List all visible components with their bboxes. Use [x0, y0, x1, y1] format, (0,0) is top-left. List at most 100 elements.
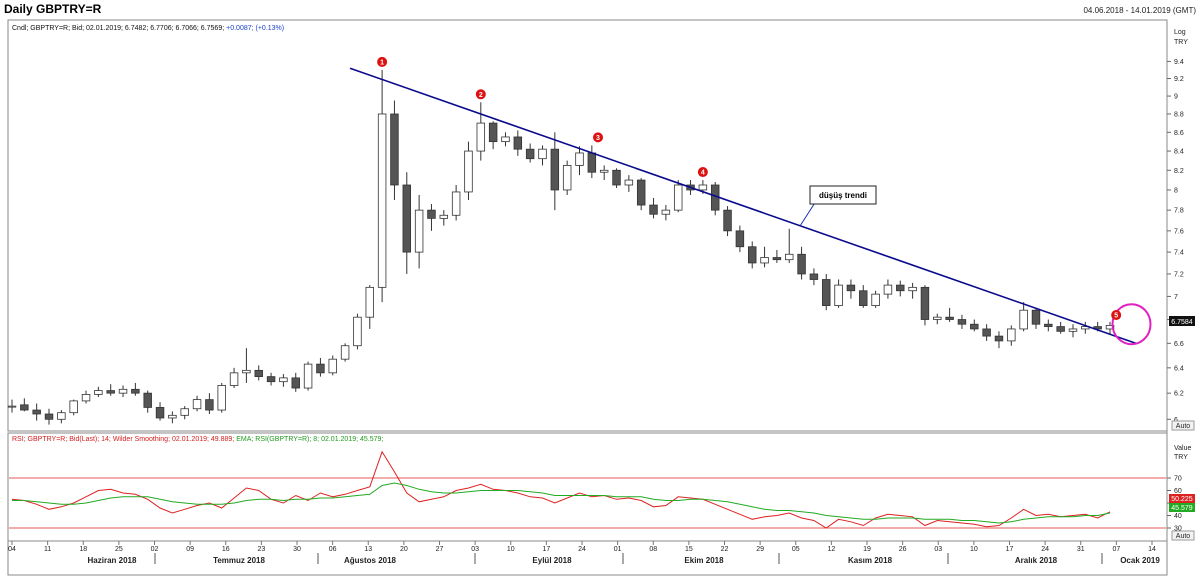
candle-body	[1105, 325, 1115, 330]
candle	[772, 249, 782, 263]
candle-body	[377, 113, 387, 288]
candle	[57, 410, 66, 424]
marker-dot	[697, 167, 708, 178]
candle	[476, 102, 486, 161]
date-tick-label: 17	[542, 546, 550, 553]
candle-body	[488, 122, 498, 143]
candle	[933, 313, 942, 325]
date-axis-frame	[7, 540, 1168, 576]
candle-body	[180, 408, 189, 416]
candle-body	[501, 136, 510, 143]
candle	[464, 141, 473, 200]
date-range: 04.06.2018 - 14.01.2019 (GMT)	[1083, 6, 1196, 15]
rsi-auto-button[interactable]: Auto	[1176, 533, 1191, 540]
candle	[501, 132, 510, 147]
candle-body	[945, 316, 954, 320]
date-tick-label: 24	[578, 546, 586, 553]
candle	[377, 69, 387, 303]
marker-dot	[475, 89, 486, 100]
candle-body	[994, 335, 1004, 342]
price-tick-label: 6	[1174, 417, 1178, 424]
candle	[44, 408, 54, 425]
marker-label: 4	[701, 170, 705, 177]
candle-body	[760, 257, 769, 264]
date-tick-label: 22	[721, 546, 729, 553]
candlestick-series	[7, 69, 1115, 425]
date-tick-label: 13	[364, 546, 372, 553]
candle	[155, 402, 165, 421]
rsi-last-box	[1169, 494, 1195, 503]
trend-touch-marker: 2	[475, 89, 486, 100]
candle	[81, 390, 91, 404]
date-tick-label: 07	[1112, 546, 1120, 553]
candle	[1031, 307, 1041, 329]
candle-body	[1081, 326, 1090, 330]
month-label: Ekim 2018	[684, 556, 724, 565]
candle	[636, 178, 646, 211]
candle-body	[303, 363, 313, 389]
candle-body	[205, 399, 214, 411]
candle-body	[340, 345, 350, 360]
candle	[982, 324, 991, 341]
marker-label: 1	[380, 59, 384, 66]
trend-touch-marker: 3	[593, 132, 604, 143]
candle-body	[599, 169, 609, 173]
date-tick-label: 29	[756, 546, 764, 553]
price-legend: Cndl; GBPTRY=R; Bid; 02.01.2019; 6.7482;…	[12, 25, 284, 32]
candle	[143, 390, 152, 413]
candle-body	[94, 390, 103, 395]
date-tick-label: 23	[257, 546, 265, 553]
candle	[896, 280, 905, 297]
marker-dot	[1111, 310, 1122, 321]
marker-label: 3	[596, 135, 600, 142]
price-tick-label: 8.2	[1174, 168, 1184, 175]
candle	[279, 374, 288, 387]
candle-body	[896, 284, 905, 292]
candle	[846, 279, 856, 299]
rsi-level-lines	[9, 477, 1166, 529]
date-tick-label: 11	[44, 546, 51, 553]
candle	[513, 130, 523, 156]
candle	[316, 357, 325, 377]
price-tick-label: 7	[1174, 294, 1178, 301]
price-tick-label: 6.4	[1174, 365, 1184, 372]
price-auto-button[interactable]: Auto	[1176, 423, 1191, 430]
date-tick-label: 06	[329, 546, 337, 553]
trend-touch-marker: 5	[1111, 310, 1122, 321]
date-tick-label: 05	[792, 546, 800, 553]
candle	[180, 406, 189, 420]
month-label: Kasım 2018	[848, 556, 893, 565]
rsi-tick-label: 70	[1174, 476, 1182, 483]
candle-body	[365, 286, 374, 318]
candle-body	[698, 184, 708, 191]
candle	[291, 372, 300, 392]
price-tick-label: 7.2	[1174, 271, 1184, 278]
candle-body	[970, 323, 979, 330]
candle	[673, 180, 683, 213]
date-tick-label: 31	[1077, 546, 1085, 553]
candle-body	[439, 214, 449, 219]
candle-body	[390, 113, 399, 186]
annotation-label: düşüş trendi	[819, 191, 867, 200]
candle	[365, 285, 374, 329]
rsi-axis-unit-bottom: TRY	[1174, 454, 1188, 461]
date-tick-label: 30	[293, 546, 301, 553]
date-tick-label: 10	[507, 546, 515, 553]
candle-body	[957, 319, 967, 325]
date-tick-label: 24	[1041, 546, 1049, 553]
candle	[303, 361, 313, 391]
date-tick-label: 27	[436, 546, 444, 553]
marker-dot	[593, 132, 604, 143]
candle-body	[834, 284, 843, 306]
annotation-box	[809, 185, 877, 205]
candle-body	[624, 179, 634, 186]
month-label: Eylül 2018	[532, 556, 572, 565]
candle-body	[254, 369, 263, 378]
candle	[94, 386, 103, 398]
candle	[575, 146, 584, 176]
ema-line	[12, 482, 1111, 524]
candle	[587, 145, 597, 179]
candle-body	[451, 191, 461, 216]
candle	[871, 290, 880, 308]
